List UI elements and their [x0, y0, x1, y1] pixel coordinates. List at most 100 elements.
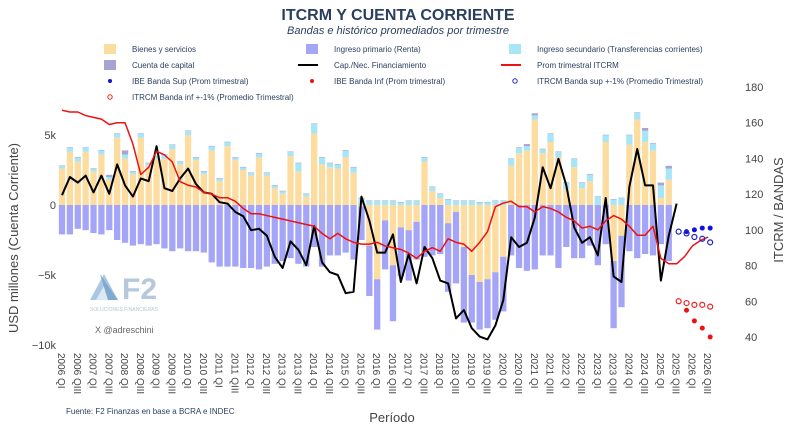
bar-cuenta-capital	[444, 199, 452, 200]
y-tick-label: −5k	[38, 270, 57, 282]
bar-cuenta-capital	[90, 168, 97, 169]
bar-cuenta-capital	[452, 200, 460, 202]
bar-ingreso-primario	[334, 205, 341, 256]
bar-bienes	[318, 164, 326, 205]
bar-ingreso-primario	[342, 205, 349, 253]
bar-cuenta-capital	[129, 171, 137, 172]
bar-bienes	[468, 205, 475, 275]
bar-ingreso-primario	[287, 205, 294, 259]
bar-ingreso-primario	[58, 205, 66, 235]
x-tick-label: 2014 QIII	[323, 353, 334, 394]
bar-ingreso-primario	[374, 279, 381, 330]
bar-bienes	[90, 171, 97, 205]
bar-ingreso-primario	[476, 282, 483, 330]
bar-bienes	[626, 144, 633, 205]
bar-bienes	[578, 188, 586, 205]
bar-cuenta-capital	[82, 147, 89, 148]
bar-ingreso-secundario	[578, 182, 586, 189]
bar-cuenta-capital	[460, 200, 468, 202]
x-tick-label: 2021 QI	[528, 353, 539, 389]
bar-ingreso-primario	[492, 272, 499, 320]
legend-swatch	[509, 44, 521, 54]
x-tick-label: 2026 QIII	[701, 353, 712, 394]
bar-ingreso-secundario	[389, 200, 397, 205]
bar-cuenta-capital	[295, 162, 302, 164]
point-itrcm-banda-sup	[707, 239, 714, 246]
bar-ingreso-primario	[82, 205, 89, 231]
bar-ingreso-primario	[153, 205, 160, 245]
bar-ingreso-primario	[563, 205, 570, 247]
bar-cuenta-capital	[381, 200, 389, 202]
bar-cuenta-capital	[311, 123, 318, 125]
bar-cuenta-capital	[484, 201, 491, 203]
bar-ingreso-primario	[657, 205, 665, 245]
legend-label: ITRCM Banda inf +-1% (Promedio Trimestra…	[132, 93, 294, 102]
bar-cuenta-capital	[58, 165, 66, 167]
bar-ingreso-secundario	[184, 130, 192, 135]
bar-cuenta-capital	[318, 157, 326, 158]
bar-cuenta-capital	[287, 151, 294, 153]
bar-bienes	[515, 153, 523, 205]
bar-ingreso-secundario	[74, 157, 81, 162]
bar-cuenta-capital	[216, 178, 223, 179]
bar-ingreso-primario	[114, 205, 121, 240]
watermark-logo: F2	[122, 273, 157, 306]
bar-bienes	[200, 174, 207, 205]
bar-ingreso-secundario	[468, 200, 475, 205]
bar-bienes	[641, 142, 649, 205]
bar-cuenta-capital	[66, 147, 74, 148]
bar-bienes	[121, 158, 129, 205]
y2-tick-label: 140	[745, 153, 763, 165]
x-tick-label: 2025 QI	[654, 353, 665, 389]
bar-ingreso-secundario	[397, 202, 404, 205]
bar-cuenta-capital	[342, 150, 349, 151]
bar-ingreso-secundario	[460, 200, 468, 205]
bar-bienes	[240, 170, 247, 205]
x-tick-label: 2008 QI	[118, 353, 129, 389]
legend-label: Cuenta de capital	[132, 61, 194, 70]
bar-cuenta-capital	[208, 145, 215, 147]
bar-ingreso-primario	[547, 205, 554, 256]
bar-bienes	[657, 198, 665, 205]
bar-ingreso-secundario	[350, 167, 357, 173]
x-tick-label: 2006 QI	[55, 353, 66, 389]
bar-bienes	[287, 156, 294, 205]
bar-bienes	[649, 150, 657, 205]
watermark: F2 SOLUCIONES FINANCIERAS X @adreschini	[90, 273, 158, 335]
bar-ingreso-secundario	[271, 185, 278, 189]
bar-ingreso-primario	[523, 205, 531, 271]
bar-cuenta-capital	[405, 200, 412, 202]
bar-ingreso-primario	[381, 220, 389, 270]
bar-ingreso-primario	[240, 205, 247, 268]
bar-cuenta-capital	[271, 185, 278, 186]
bar-bienes	[452, 205, 460, 212]
point-ibe-banda-sup	[707, 225, 713, 231]
bar-cuenta-capital	[602, 134, 609, 136]
point-ibe-banda-inf	[691, 318, 697, 324]
bar-ingreso-secundario	[334, 164, 341, 169]
bar-cuenta-capital	[657, 182, 665, 186]
bar-ingreso-primario	[121, 205, 129, 243]
legend-label: Ingreso primario (Renta)	[334, 45, 421, 54]
bar-bienes	[429, 191, 436, 205]
x-tick-label: 2023 QI	[591, 353, 602, 389]
bar-cuenta-capital	[145, 162, 152, 164]
bar-ingreso-secundario	[255, 153, 263, 158]
bar-ingreso-secundario	[98, 150, 105, 155]
bar-ingreso-secundario	[381, 200, 389, 205]
bar-cuenta-capital	[586, 173, 594, 175]
x-tick-label: 2021 QIII	[544, 353, 555, 394]
x-tick-label: 2017 QI	[402, 353, 413, 389]
bar-ingreso-secundario	[106, 177, 113, 180]
bar-ingreso-primario	[200, 205, 207, 253]
bar-cuenta-capital	[98, 150, 105, 151]
bar-ingreso-secundario	[279, 191, 286, 194]
x-tick-label: 2020 QI	[496, 353, 507, 389]
y2-axis-title: ITCRM / BANDAS	[771, 157, 786, 263]
bar-ingreso-secundario	[618, 198, 625, 205]
bar-bienes	[444, 205, 452, 224]
point-itrcm-banda-sup	[691, 233, 698, 241]
bar-cuenta-capital	[508, 158, 515, 160]
bar-ingreso-primario	[539, 205, 546, 256]
bar-ingreso-secundario	[429, 186, 436, 191]
